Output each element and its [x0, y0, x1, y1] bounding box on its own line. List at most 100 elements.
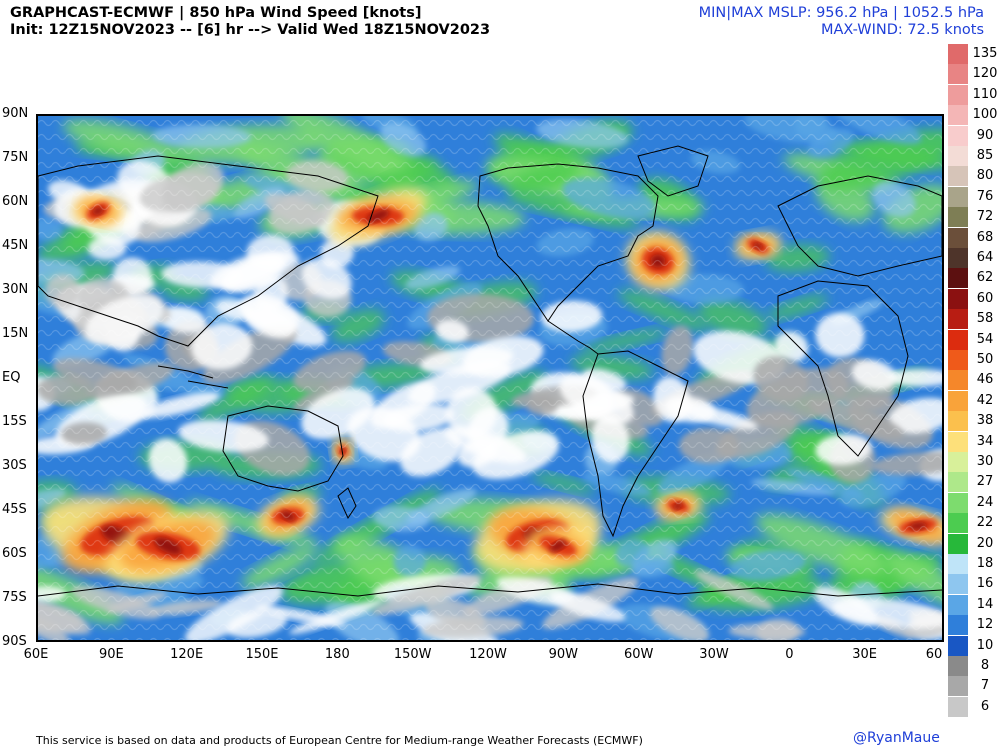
colorbar-label: 85: [976, 148, 994, 163]
lat-label: 30S: [2, 458, 27, 473]
colorbar-label: 90: [976, 127, 994, 143]
mslp-range: MIN|MAX MSLP: 956.2 hPa | 1052.5 hPa: [698, 5, 984, 21]
lat-label: 75N: [2, 150, 29, 165]
colorbar-swatch: [948, 452, 968, 472]
init-valid-time: Init: 12Z15NOV2023 -- [6] hr --> Valid W…: [10, 22, 491, 38]
lon-label: 120E: [170, 647, 204, 662]
colorbar-label: 64: [976, 250, 994, 265]
colorbar-swatch: [948, 615, 968, 636]
colorbar-swatch: [948, 472, 968, 493]
colorbar-swatch: [948, 227, 968, 248]
lon-label: 150E: [245, 647, 279, 662]
colorbar-swatch: [948, 635, 968, 656]
coastline-europe: [777, 175, 942, 277]
lon-label: 60W: [623, 647, 654, 662]
colorbar-swatch: [948, 166, 968, 187]
lon-label: 30E: [852, 647, 878, 662]
colorbar-swatch: [948, 125, 968, 146]
map-title: GRAPHCAST-ECMWF | 850 hPa Wind Speed [kn…: [10, 5, 422, 21]
colorbar-swatch: [948, 186, 968, 207]
colorbar-label: 34: [976, 433, 994, 449]
lat-label: 30N: [2, 282, 29, 297]
max-wind: MAX-WIND: 72.5 knots: [821, 22, 984, 38]
colorbar-swatch: [948, 431, 968, 452]
coastline-antarctica: [38, 583, 942, 597]
lat-label: 90N: [2, 106, 29, 121]
coastline-greenland: [637, 145, 709, 197]
colorbar-swatch: [948, 350, 968, 370]
lon-label: 90W: [548, 647, 579, 662]
colorbar-swatch: [948, 64, 968, 85]
lat-label: 60N: [2, 194, 29, 209]
colorbar-label: 72: [976, 209, 994, 225]
colorbar-label: 110: [972, 86, 998, 102]
wind-field-canvas: [38, 116, 942, 640]
colorbar-label: 16: [976, 576, 994, 592]
coastline-south-america: [582, 350, 689, 538]
colorbar-label: 24: [976, 494, 994, 510]
lat-label: 15N: [2, 326, 29, 341]
colorbar-swatch: [948, 288, 968, 309]
colorbar-label: 46: [976, 372, 994, 388]
colorbar-label: 18: [976, 556, 994, 571]
colorbar-label: 6: [980, 698, 990, 714]
colorbar-swatch: [948, 84, 968, 105]
colorbar-label: 68: [976, 229, 994, 245]
colorbar-label: 42: [976, 392, 994, 408]
lon-label: 150W: [393, 647, 432, 662]
colorbar-swatch: [948, 248, 968, 268]
colorbar-swatch: [948, 676, 968, 697]
colorbar-swatch: [948, 554, 968, 574]
lat-label: EQ: [2, 370, 21, 385]
lon-label: 0: [785, 647, 794, 662]
colorbar-label: 50: [976, 352, 994, 367]
colorbar-swatch: [948, 390, 968, 411]
colorbar-label: 120: [972, 66, 998, 82]
coastlines: [38, 145, 942, 597]
lon-label: 120W: [469, 647, 507, 662]
colorbar-label: 22: [976, 515, 994, 531]
colorbar-label: 135: [972, 46, 998, 61]
lon-label: 30W: [699, 647, 729, 662]
colorbar-label: 8: [980, 658, 990, 673]
coastline-new-zealand: [337, 487, 357, 520]
colorbar-swatch: [948, 492, 968, 513]
colorbar-label: 76: [976, 188, 994, 204]
colorbar-swatch: [948, 268, 968, 289]
colorbar-label: 20: [976, 535, 994, 551]
colorbar-swatch: [948, 146, 968, 166]
colorbar-label: 38: [976, 413, 994, 429]
wind-speed-map[interactable]: [36, 114, 944, 642]
colorbar-swatch: [948, 656, 968, 676]
colorbar-label: 54: [976, 331, 994, 347]
coastline-indonesia: [157, 365, 229, 389]
colorbar-label: 30: [976, 454, 994, 469]
coastline-africa: [777, 280, 909, 457]
colorbar-label: 58: [976, 311, 994, 327]
colorbar-swatch: [948, 44, 968, 64]
colorbar-label: 12: [976, 617, 994, 633]
colorbar-label: 62: [976, 270, 994, 286]
lat-label: 45N: [2, 238, 29, 253]
colorbar-swatch: [948, 411, 968, 432]
colorbar-swatch: [948, 574, 968, 595]
coastline-central-america: [547, 320, 599, 355]
colorbar-swatch: [948, 533, 968, 554]
coastline-north-america: [477, 163, 659, 322]
coastline-asia: [38, 155, 379, 347]
lat-label: 90S: [2, 634, 27, 649]
colorbar-swatch: [948, 513, 968, 534]
lat-label: 15S: [2, 414, 27, 429]
colorbar-label: 7: [980, 678, 990, 694]
lon-label: 90E: [98, 647, 124, 662]
colorbar-label: 14: [976, 596, 994, 612]
colorbar-swatch: [948, 309, 968, 330]
lat-label: 45S: [2, 502, 27, 517]
colorbar-swatch: [948, 594, 968, 615]
colorbar-swatch: [948, 370, 968, 391]
coastline-australia: [222, 405, 344, 492]
author-credit[interactable]: @RyanMaue: [853, 730, 940, 746]
colorbar-label: 100: [972, 107, 998, 123]
ecmwf-disclaimer: This service is based on data and produc…: [36, 734, 643, 747]
lon-label: 60E: [23, 647, 49, 662]
